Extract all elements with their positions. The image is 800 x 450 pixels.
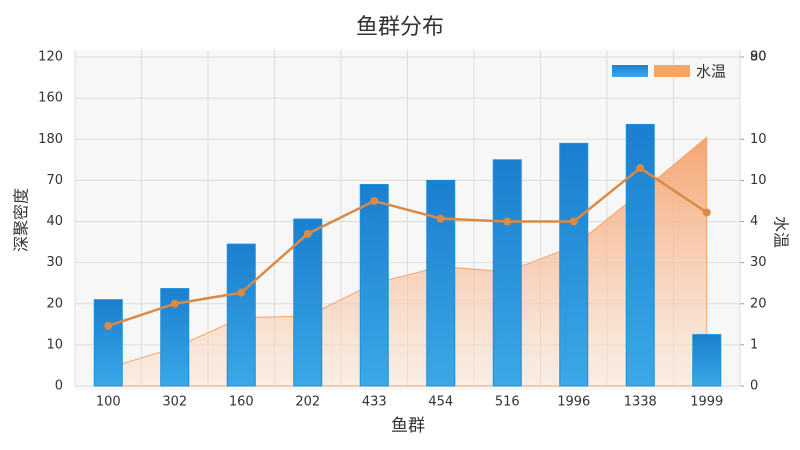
y-axis-label: 深聚密度 (12, 188, 31, 252)
legend-swatch (612, 65, 648, 77)
x-tick-label: 1999 (690, 395, 723, 410)
bar (426, 179, 456, 387)
x-tick-label: 100 (96, 395, 121, 410)
line-point (170, 299, 179, 308)
y-tick-label: 120 (38, 50, 63, 65)
bar (492, 159, 522, 387)
y2-tick-label: 0 (750, 379, 758, 394)
x-tick-label: 160 (229, 395, 254, 410)
y2-tick-label: 90 (750, 50, 767, 65)
bar (359, 183, 389, 387)
line-point (370, 196, 379, 205)
y2-tick-label: 4 (750, 214, 758, 229)
line-point (636, 164, 645, 173)
y-tick-label: 30 (46, 255, 63, 270)
y2-tick-label: 30 (750, 255, 767, 270)
line-point (702, 208, 711, 217)
x-tick-label: 1338 (624, 395, 657, 410)
x-tick-label: 433 (362, 395, 387, 410)
x-tick-label: 454 (428, 395, 453, 410)
line (107, 166, 708, 328)
legend-label: 水温 (696, 63, 726, 81)
bar (93, 299, 123, 387)
line-point (303, 229, 312, 238)
legend-swatch (654, 65, 690, 77)
line-point (569, 217, 578, 226)
y2-tick-label: 80 (750, 50, 767, 65)
y2-tick-label: 10 (750, 173, 767, 188)
x-axis-label: 鱼群 (391, 416, 425, 436)
y-tick-label: 40 (46, 214, 63, 229)
bar (625, 123, 655, 387)
bar (226, 243, 256, 387)
line-point (104, 321, 113, 330)
y2-tick-label: 1 (750, 337, 758, 352)
y-tick-label: 180 (38, 132, 63, 147)
y2-tick-label: 20 (750, 296, 767, 311)
bar (293, 218, 323, 387)
chart-title: 鱼群分布 (356, 15, 444, 40)
bar (692, 334, 722, 387)
x-tick-label: 516 (495, 395, 520, 410)
x-tick-label: 302 (162, 395, 187, 410)
line-point (237, 288, 246, 297)
x-tick-label: 1996 (557, 395, 590, 410)
y-tick-label: 0 (55, 379, 63, 394)
x-tick-label: 202 (295, 395, 320, 410)
y-tick-label: 20 (46, 296, 63, 311)
bar (559, 142, 589, 387)
line-point (503, 217, 512, 226)
y-tick-label: 10 (46, 337, 63, 352)
y2-axis-label: 水温 (772, 216, 791, 248)
y-tick-label: 160 (38, 91, 63, 106)
line-point (436, 214, 445, 223)
y-tick-label: 70 (46, 173, 63, 188)
y2-tick-label: 10 (750, 132, 767, 147)
